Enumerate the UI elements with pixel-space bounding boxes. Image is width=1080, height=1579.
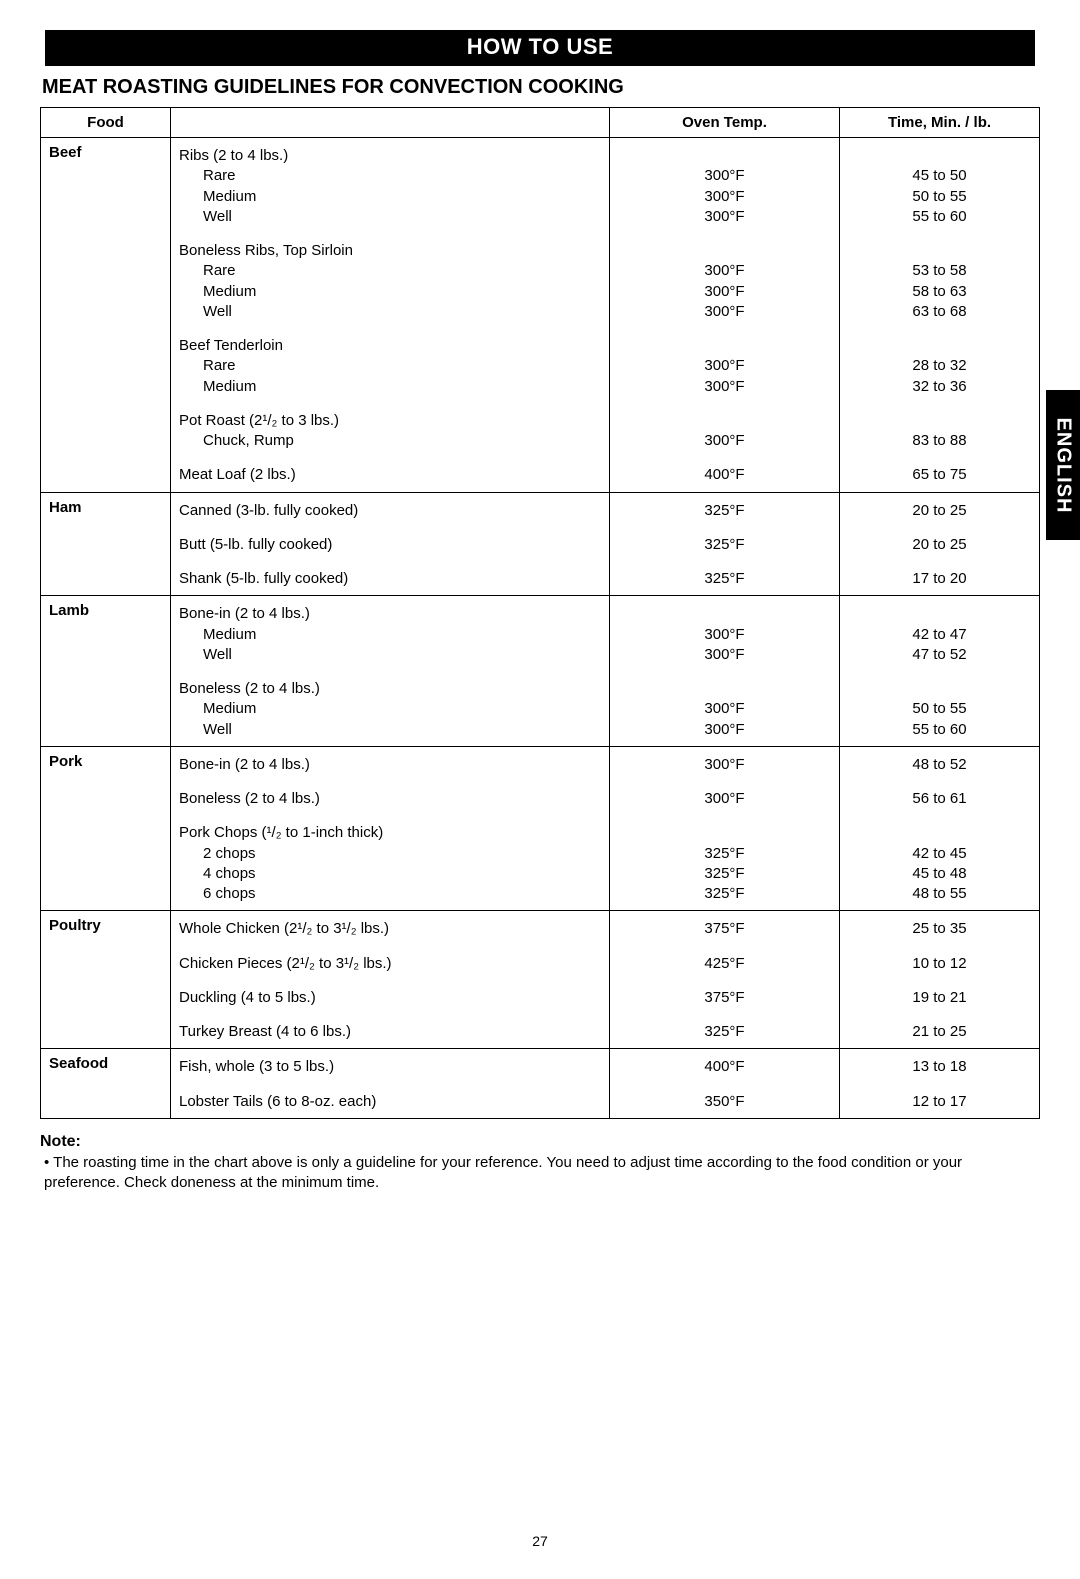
group-subrow: Well: [203, 645, 601, 665]
col-header-food: Food: [41, 108, 171, 138]
group-title: Pork Chops (¹/₂ to 1-inch thick): [179, 823, 601, 843]
section-content: Bone-in (2 to 4 lbs.)300°F48 to 52Bonele…: [171, 746, 1040, 911]
group-subrow: Medium: [203, 699, 601, 719]
note-text: The roasting time in the chart above is …: [44, 1153, 1040, 1194]
section-label: Poultry: [41, 911, 171, 1049]
note-bullet: The roasting time in the chart above is …: [44, 1154, 962, 1191]
section-content: Fish, whole (3 to 5 lbs.)400°F13 to 18Lo…: [171, 1049, 1040, 1119]
group-title: Pot Roast (2¹/₂ to 3 lbs.): [179, 411, 601, 431]
section-content: Ribs (2 to 4 lbs.)RareMediumWell 300°F30…: [171, 138, 1040, 493]
section-banner: HOW TO USE: [45, 30, 1035, 66]
group-subrow: Medium: [203, 282, 601, 302]
group-row: Bone-in (2 to 4 lbs.): [179, 755, 601, 775]
group-subrow: Rare: [203, 261, 601, 281]
group-row: Whole Chicken (2¹/₂ to 3¹/₂ lbs.): [179, 919, 601, 939]
section-label: Beef: [41, 138, 171, 493]
group-row: Turkey Breast (4 to 6 lbs.): [179, 1022, 601, 1042]
group-row: Canned (3-lb. fully cooked): [179, 501, 601, 521]
col-header-blank: [171, 108, 610, 138]
page-number: 27: [40, 1533, 1040, 1549]
roasting-table: Food Oven Temp. Time, Min. / lb. BeefRib…: [40, 107, 1040, 1119]
section-label: Pork: [41, 746, 171, 911]
group-subrow: Chuck, Rump: [203, 431, 601, 451]
group-subrow: 2 chops: [203, 844, 601, 864]
group-subrow: 4 chops: [203, 864, 601, 884]
group-subrow: Well: [203, 302, 601, 322]
page-container: HOW TO USE MEAT ROASTING GUIDELINES FOR …: [0, 0, 1080, 1579]
col-header-time: Time, Min. / lb.: [840, 108, 1040, 138]
section-content: Bone-in (2 to 4 lbs.)MediumWell 300°F300…: [171, 596, 1040, 747]
group-subrow: 6 chops: [203, 884, 601, 904]
group-title: Boneless (2 to 4 lbs.): [179, 679, 601, 699]
section-label: Ham: [41, 492, 171, 596]
group-subrow: Rare: [203, 356, 601, 376]
group-row: Chicken Pieces (2¹/₂ to 3¹/₂ lbs.): [179, 954, 601, 974]
group-subrow: Medium: [203, 377, 601, 397]
note-heading: Note:: [40, 1133, 1040, 1151]
group-row: Lobster Tails (6 to 8-oz. each): [179, 1092, 601, 1112]
section-content: Whole Chicken (2¹/₂ to 3¹/₂ lbs.)375°F25…: [171, 911, 1040, 1049]
group-row: Shank (5-lb. fully cooked): [179, 569, 601, 589]
group-row: Boneless (2 to 4 lbs.): [179, 789, 601, 809]
group-row: Fish, whole (3 to 5 lbs.): [179, 1057, 601, 1077]
group-row: Butt (5-lb. fully cooked): [179, 535, 601, 555]
group-subrow: Medium: [203, 625, 601, 645]
group-title: Boneless Ribs, Top Sirloin: [179, 241, 601, 261]
group-title: Ribs (2 to 4 lbs.): [179, 146, 601, 166]
group-title: Bone-in (2 to 4 lbs.): [179, 604, 601, 624]
group-row: Duckling (4 to 5 lbs.): [179, 988, 601, 1008]
section-label: Seafood: [41, 1049, 171, 1119]
group-subrow: Medium: [203, 187, 601, 207]
group-title: Beef Tenderloin: [179, 336, 601, 356]
subtitle: MEAT ROASTING GUIDELINES FOR CONVECTION …: [42, 76, 1040, 99]
section-label: Lamb: [41, 596, 171, 747]
col-header-temp: Oven Temp.: [610, 108, 840, 138]
language-tab-label: ENGLISH: [1052, 417, 1075, 513]
language-tab: ENGLISH: [1046, 390, 1080, 540]
section-content: Canned (3-lb. fully cooked)325°F20 to 25…: [171, 492, 1040, 596]
group-subrow: Well: [203, 207, 601, 227]
group-row: Meat Loaf (2 lbs.): [179, 465, 601, 485]
group-subrow: Well: [203, 720, 601, 740]
group-subrow: Rare: [203, 166, 601, 186]
